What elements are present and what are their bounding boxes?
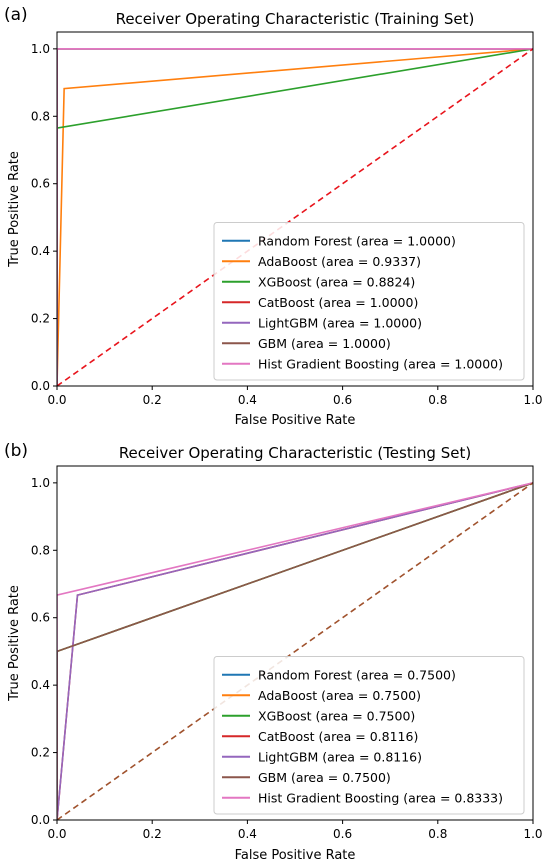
legend-label: CatBoost (area = 1.0000) [258,295,418,310]
x-tick-label: 0.6 [333,393,352,407]
series-line-6 [57,482,533,820]
legend-item: CatBoost (area = 0.8116) [222,729,418,744]
plot-area [57,482,533,820]
legend-label: Hist Gradient Boosting (area = 1.0000) [258,356,503,371]
diagonal-reference-line [57,482,533,820]
series-line-2 [57,48,533,386]
y-tick-label: 1.0 [31,42,50,56]
chart-training-set: (a) Receiver Operating Characteristic (Tr… [4,5,543,428]
legend-item: Hist Gradient Boosting (area = 1.0000) [222,356,503,371]
legend-item: CatBoost (area = 1.0000) [222,295,418,310]
x-tick-label: 1.0 [523,393,542,407]
axes-frame [56,465,534,821]
x-tick-label: 0.6 [333,827,352,841]
legend-label: AdaBoost (area = 0.7500) [258,688,421,703]
x-tick-label: 1.0 [523,827,542,841]
y-tick-label: 0.6 [31,611,50,625]
legend-item: XGBoost (area = 0.7500) [222,708,415,723]
legend-label: LightGBM (area = 1.0000) [258,315,422,330]
y-axis-label: True Positive Rate [7,151,22,268]
legend-label: GBM (area = 0.7500) [258,770,391,785]
y-tick-label: 0.8 [31,109,50,123]
series-line-4 [57,482,533,820]
x-tick-label: 0.0 [47,827,66,841]
series-line-5 [57,482,533,820]
legend-label: Random Forest (area = 1.0000) [258,233,456,248]
panel-label: (b) [4,441,28,461]
legend-box [213,656,525,815]
series-line-6 [57,48,533,386]
legend-box [213,222,525,381]
legend: Random Forest (area = 1.0000) AdaBoost (a… [213,222,525,381]
x-tick-label: 0.2 [143,393,162,407]
legend-label: XGBoost (area = 0.8824) [258,274,415,289]
x-tick-label: 0.0 [47,393,66,407]
legend-item: Random Forest (area = 0.7500) [222,667,456,682]
y-tick-label: 0.0 [31,379,50,393]
legend-item: Hist Gradient Boosting (area = 0.8333) [222,790,503,805]
legend-item: GBM (area = 1.0000) [222,336,391,351]
legend: Random Forest (area = 0.7500) AdaBoost (a… [213,656,525,815]
y-tick-label: 1.0 [31,476,50,490]
legend-label: Hist Gradient Boosting (area = 0.8333) [258,790,503,805]
legend-label: GBM (area = 1.0000) [258,336,391,351]
x-axis-label: False Positive Rate [235,848,356,863]
legend-item: Random Forest (area = 1.0000) [222,233,456,248]
y-axis-label: True Positive Rate [7,585,22,702]
legend-label: AdaBoost (area = 0.9337) [258,254,421,269]
chart-title: Receiver Operating Characteristic (Testi… [119,444,471,462]
legend-label: XGBoost (area = 0.7500) [258,708,415,723]
y-tick-label: 0.4 [31,678,50,692]
legend-item: GBM (area = 0.7500) [222,770,391,785]
diagonal-reference-line [57,48,533,386]
chart-testing-set: (b) Receiver Operating Characteristic (Te… [4,441,543,863]
plot-area [57,48,533,386]
y-tick-label: 0.6 [31,177,50,191]
y-tick-label: 0.2 [31,746,50,760]
y-tick-label: 0.0 [31,813,50,827]
x-tick-label: 0.4 [238,827,257,841]
legend-item: LightGBM (area = 0.8116) [222,749,422,764]
legend-item: AdaBoost (area = 0.9337) [222,254,421,269]
legend-label: Random Forest (area = 0.7500) [258,667,456,682]
x-tick-label: 0.8 [428,827,447,841]
legend-label: LightGBM (area = 0.8116) [258,749,422,764]
y-tick-label: 0.4 [31,244,50,258]
axes-frame [56,31,534,387]
y-tick-label: 0.2 [31,312,50,326]
y-tick-label: 0.8 [31,543,50,557]
x-tick-label: 0.8 [428,393,447,407]
panel-label: (a) [4,5,28,25]
legend-item: AdaBoost (area = 0.7500) [222,688,421,703]
legend-item: LightGBM (area = 1.0000) [222,315,422,330]
x-tick-label: 0.4 [238,393,257,407]
series-line-1 [57,48,533,386]
x-tick-label: 0.2 [143,827,162,841]
legend-label: CatBoost (area = 0.8116) [258,729,418,744]
legend-item: XGBoost (area = 0.8824) [222,274,415,289]
x-axis-label: False Positive Rate [235,413,356,428]
chart-title: Receiver Operating Characteristic (Train… [116,10,475,28]
